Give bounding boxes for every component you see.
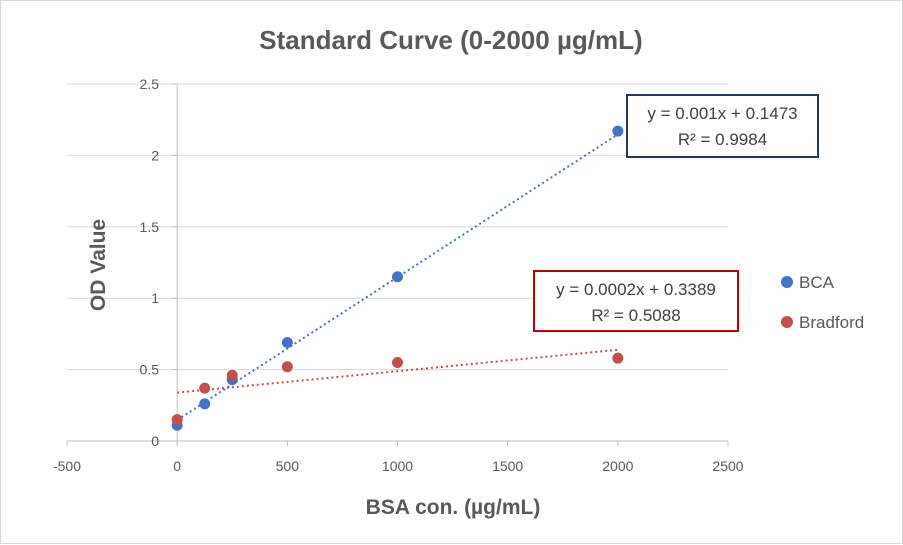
x-tick-label: 2000 xyxy=(602,458,633,474)
y-tick-label: 2 xyxy=(151,147,159,163)
legend-marker-bradford xyxy=(781,316,793,328)
y-tick-label: 1 xyxy=(151,290,159,306)
r-squared-label: R² = 0.5088 xyxy=(591,306,680,325)
legend: BCA Bradford xyxy=(781,273,864,332)
data-point-bradford xyxy=(226,369,238,381)
y-tick-label: 2.5 xyxy=(140,76,160,92)
x-axis-title: BSA con. (µg/mL) xyxy=(366,496,541,519)
tick-labels: 0 0.5 1 1.5 2 2.5 -500 0 500 1000 1500 2000 2500 xyxy=(53,76,744,474)
data-point-bradford xyxy=(612,352,624,364)
chart-title: Standard Curve (0-2000 µg/mL) xyxy=(259,25,642,55)
y-axis-title: OD Value xyxy=(87,219,110,311)
trendline-bradford xyxy=(177,348,618,394)
x-tick-label: 1500 xyxy=(492,458,523,474)
data-point-bradford xyxy=(281,361,293,373)
data-point-bradford xyxy=(392,356,403,368)
x-tick-label: 2500 xyxy=(712,458,743,474)
trendline-equation-boxes: y = 0.001x + 0.1473 R² = 0.9984 y = 0.0002… xyxy=(533,94,819,332)
legend-label-bca: BCA xyxy=(799,273,835,292)
x-tick-label: 500 xyxy=(276,458,300,474)
trendlines xyxy=(176,133,619,421)
equation-box-bradford xyxy=(533,270,739,332)
y-tick-label: 0 xyxy=(151,433,159,449)
x-tick-label: 0 xyxy=(173,458,181,474)
trendline-equation: y = 0.001x + 0.1473 xyxy=(647,104,797,123)
data-point-bradford xyxy=(171,414,183,426)
data-point-bca xyxy=(612,125,624,137)
axes xyxy=(66,83,729,446)
data-point-bradford xyxy=(199,382,211,394)
data-point-bca xyxy=(281,336,293,348)
r-squared-label: R² = 0.9984 xyxy=(678,130,767,149)
trendline-equation: y = 0.0002x + 0.3389 xyxy=(556,280,716,299)
y-tick-label: 1.5 xyxy=(140,219,160,235)
y-tick-label: 0.5 xyxy=(140,362,160,378)
x-tick-label: 1000 xyxy=(382,458,413,474)
x-tick-label: -500 xyxy=(53,458,81,474)
data-points xyxy=(171,125,624,431)
data-point-bca xyxy=(199,398,211,410)
legend-marker-bca xyxy=(781,276,793,288)
data-point-bca xyxy=(392,271,403,283)
equation-box-bca xyxy=(626,94,819,158)
legend-label-bradford: Bradford xyxy=(799,313,864,332)
